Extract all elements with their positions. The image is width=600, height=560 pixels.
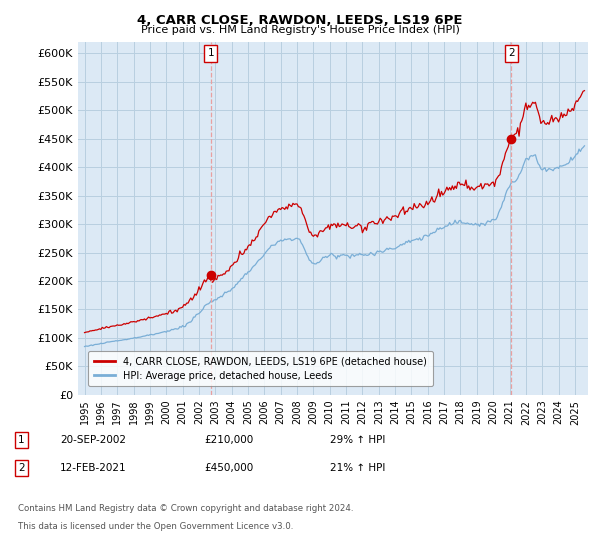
Legend: 4, CARR CLOSE, RAWDON, LEEDS, LS19 6PE (detached house), HPI: Average price, det: 4, CARR CLOSE, RAWDON, LEEDS, LS19 6PE (… [88,351,433,386]
Text: 20-SEP-2002: 20-SEP-2002 [60,435,126,445]
Text: 1: 1 [208,48,214,58]
Text: This data is licensed under the Open Government Licence v3.0.: This data is licensed under the Open Gov… [18,522,293,531]
Text: Contains HM Land Registry data © Crown copyright and database right 2024.: Contains HM Land Registry data © Crown c… [18,504,353,513]
Text: 1: 1 [18,435,25,445]
Text: 29% ↑ HPI: 29% ↑ HPI [330,435,385,445]
Text: 2: 2 [508,48,515,58]
Text: 2: 2 [18,463,25,473]
Text: £450,000: £450,000 [204,463,253,473]
Text: 21% ↑ HPI: 21% ↑ HPI [330,463,385,473]
Text: 4, CARR CLOSE, RAWDON, LEEDS, LS19 6PE: 4, CARR CLOSE, RAWDON, LEEDS, LS19 6PE [137,14,463,27]
Text: £210,000: £210,000 [204,435,253,445]
Text: Price paid vs. HM Land Registry's House Price Index (HPI): Price paid vs. HM Land Registry's House … [140,25,460,35]
Text: 12-FEB-2021: 12-FEB-2021 [60,463,127,473]
